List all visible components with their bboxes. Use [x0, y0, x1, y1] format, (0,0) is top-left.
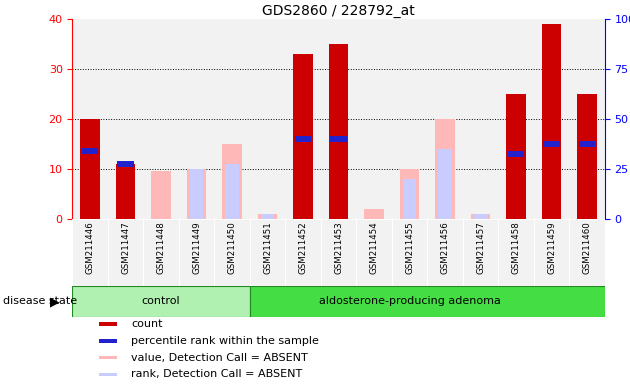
Text: GSM211458: GSM211458 — [512, 221, 520, 274]
Bar — [99, 322, 117, 326]
Text: GSM211450: GSM211450 — [227, 221, 237, 274]
Bar — [261, 214, 275, 219]
Text: GSM211453: GSM211453 — [334, 221, 343, 274]
Bar — [99, 356, 117, 359]
Text: GSM211446: GSM211446 — [86, 221, 94, 274]
Bar — [222, 144, 242, 219]
Bar — [187, 169, 207, 219]
Text: ▶: ▶ — [50, 295, 60, 308]
Bar — [577, 94, 597, 219]
Bar — [508, 151, 524, 157]
Bar — [579, 141, 595, 147]
Bar — [403, 179, 416, 219]
Bar — [435, 119, 455, 219]
Text: GSM211455: GSM211455 — [405, 221, 414, 274]
Text: percentile rank within the sample: percentile rank within the sample — [131, 336, 319, 346]
Bar — [400, 169, 420, 219]
Bar — [534, 219, 570, 286]
Bar — [438, 149, 452, 219]
Bar — [294, 54, 313, 219]
Bar — [151, 172, 171, 219]
Text: GSM211454: GSM211454 — [370, 221, 379, 274]
Bar — [427, 219, 463, 286]
Bar — [542, 24, 561, 219]
Text: control: control — [142, 296, 180, 306]
Bar — [321, 219, 357, 286]
Bar — [99, 339, 117, 343]
Bar — [507, 94, 526, 219]
Text: GSM211447: GSM211447 — [121, 221, 130, 274]
Bar — [72, 286, 250, 317]
Bar — [250, 219, 285, 286]
Text: GSM211449: GSM211449 — [192, 221, 201, 273]
Bar — [179, 219, 214, 286]
Bar — [295, 136, 311, 142]
Text: GSM211451: GSM211451 — [263, 221, 272, 274]
Text: count: count — [131, 319, 163, 329]
Text: GSM211456: GSM211456 — [440, 221, 450, 274]
Bar — [108, 219, 144, 286]
Bar — [190, 169, 203, 219]
Text: GSM211459: GSM211459 — [547, 221, 556, 273]
Bar — [392, 219, 427, 286]
Bar — [82, 149, 98, 154]
Bar — [99, 372, 117, 376]
Bar — [364, 209, 384, 219]
Bar — [250, 286, 605, 317]
Text: GSM211457: GSM211457 — [476, 221, 485, 274]
Bar — [72, 219, 108, 286]
Bar — [226, 164, 239, 219]
Bar — [570, 219, 605, 286]
Bar — [214, 219, 250, 286]
Title: GDS2860 / 228792_at: GDS2860 / 228792_at — [262, 4, 415, 18]
Text: aldosterone-producing adenoma: aldosterone-producing adenoma — [319, 296, 501, 306]
Bar — [463, 219, 498, 286]
Bar — [474, 214, 488, 219]
Bar — [543, 141, 560, 147]
Text: rank, Detection Call = ABSENT: rank, Detection Call = ABSENT — [131, 369, 302, 379]
Bar — [329, 44, 348, 219]
Text: value, Detection Call = ABSENT: value, Detection Call = ABSENT — [131, 353, 308, 362]
Bar — [285, 219, 321, 286]
Bar — [81, 119, 100, 219]
Text: GSM211460: GSM211460 — [583, 221, 592, 274]
Bar — [144, 219, 179, 286]
Bar — [330, 136, 347, 142]
Bar — [471, 214, 490, 219]
Bar — [116, 164, 135, 219]
Text: GSM211452: GSM211452 — [299, 221, 307, 274]
Bar — [357, 219, 392, 286]
Text: GSM211448: GSM211448 — [157, 221, 166, 274]
Bar — [498, 219, 534, 286]
Text: disease state: disease state — [3, 296, 77, 306]
Bar — [258, 214, 277, 219]
Bar — [117, 161, 134, 167]
